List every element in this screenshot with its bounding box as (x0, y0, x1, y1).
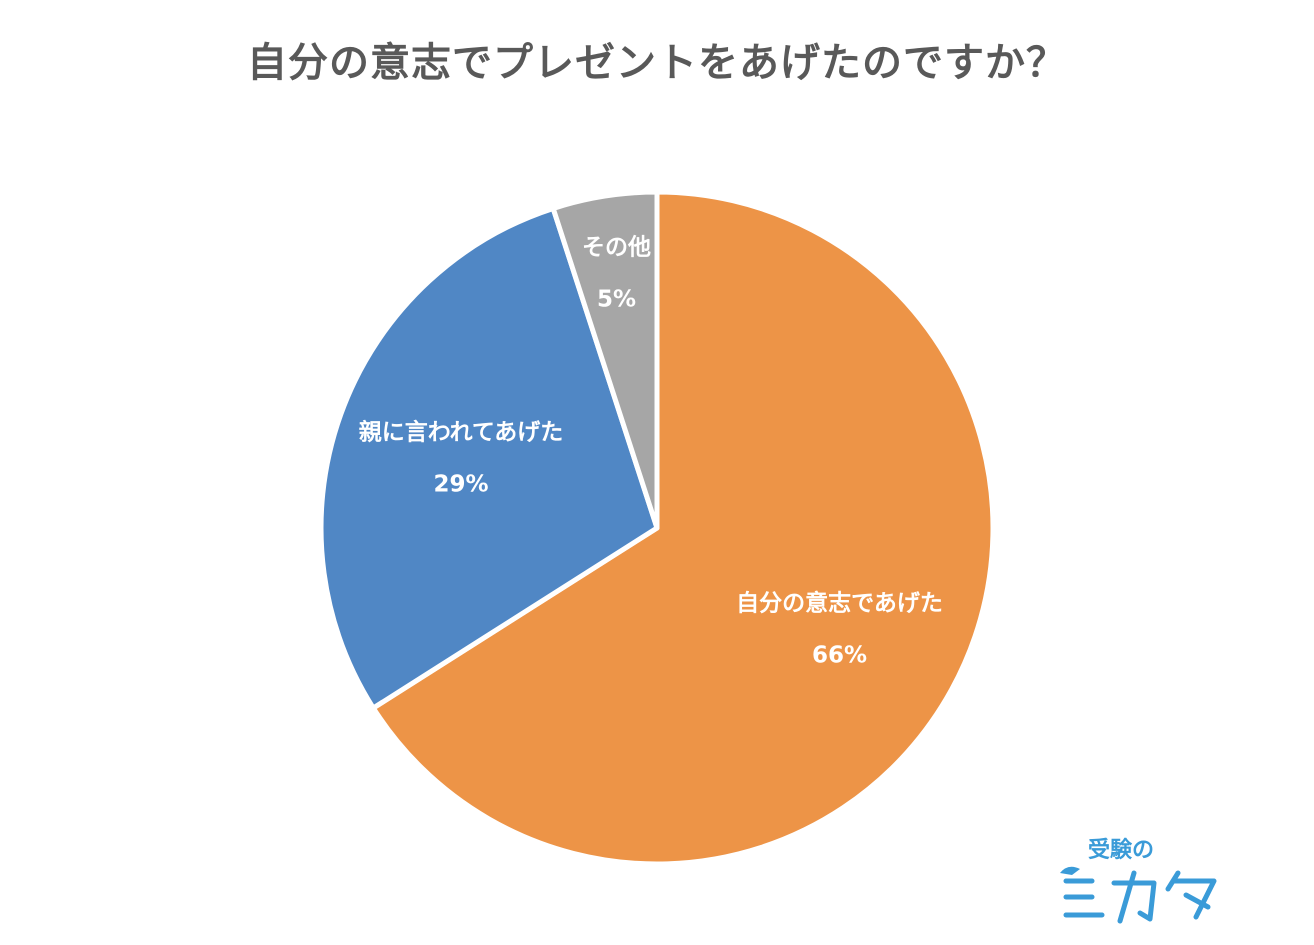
pie-slice-0 (370, 189, 996, 867)
slice-label-2: その他 (582, 234, 651, 260)
pie-labels: 自分の意志であげた 66% 親に言われてあげた 29% その他 5% (359, 234, 943, 668)
brand-logo: 受験の (1058, 833, 1228, 928)
brand-logo-mark (1063, 870, 1217, 924)
slice-label-1: 親に言われてあげた (359, 418, 563, 445)
slice-label-0: 自分の意志であげた (736, 589, 943, 616)
slice-value-label-2: 5% (597, 286, 636, 312)
pie-slice-1 (318, 205, 660, 711)
brand-logo-small-text: 受験の (1088, 837, 1154, 863)
brand-logo-cap-icon (1060, 866, 1080, 875)
pie-slice-2 (550, 189, 660, 531)
chart-title: 自分の意志でプレゼントをあげたのですか？ (247, 40, 1067, 86)
slice-value-label-1: 29% (433, 471, 488, 497)
pie-slices (318, 189, 996, 867)
slice-value-label-0: 66% (812, 642, 867, 668)
